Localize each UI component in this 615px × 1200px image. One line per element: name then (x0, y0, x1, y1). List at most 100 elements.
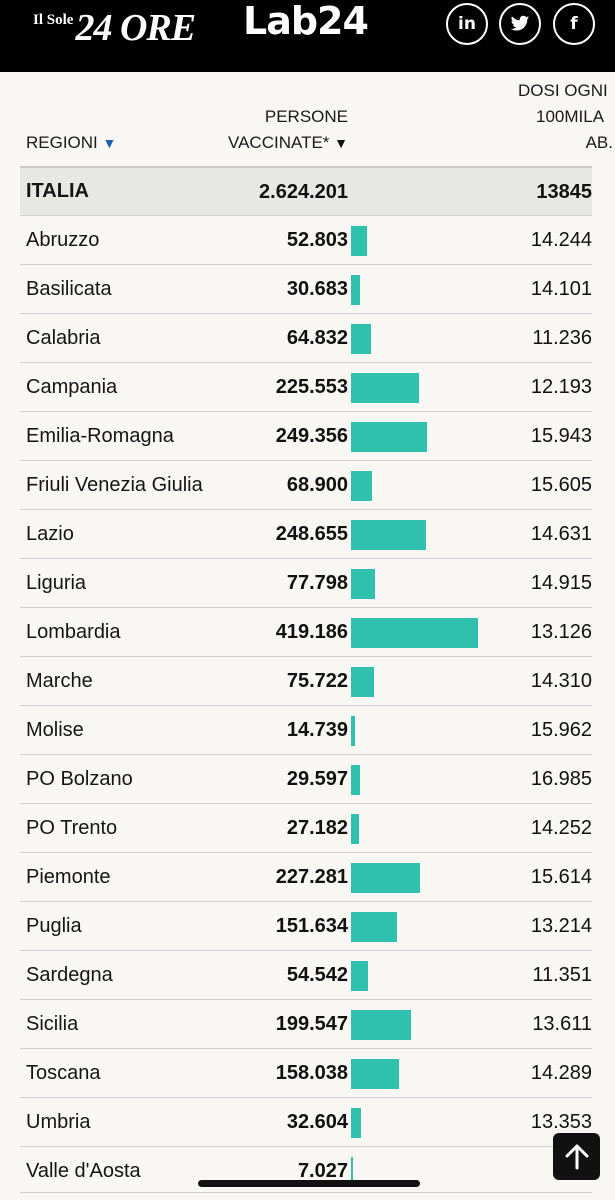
table-row: Puglia 151.634 13.214 (20, 901, 592, 950)
table-row: PO Bolzano 29.597 16.985 (20, 754, 592, 803)
vaccinati-value: 199.547 (275, 1013, 348, 1035)
table-row: Liguria 77.798 14.915 (20, 558, 592, 607)
vaccinati-bar (351, 226, 367, 256)
table-row: Lazio 248.655 14.631 (20, 509, 592, 558)
region-name: Sicilia (26, 1013, 79, 1035)
vaccinati-bar (351, 569, 375, 599)
vaccinati-bar (351, 422, 427, 452)
linkedin-icon[interactable]: in (446, 3, 488, 45)
vaccinati-bar (351, 1157, 353, 1187)
region-name: Puglia (26, 915, 82, 937)
vaccinati-bar (351, 667, 374, 697)
table-row: Marche 75.722 14.310 (20, 656, 592, 705)
vaccinati-bar (351, 618, 478, 648)
table-row: Sardegna 54.542 11.351 (20, 950, 592, 999)
column-header-regioni[interactable]: REGIONI ▼ (26, 133, 117, 152)
vaccinati-value: 249.356 (275, 425, 348, 447)
dosi-value: 15.614 (530, 866, 592, 888)
region-name: Piemonte (26, 866, 111, 888)
vaccinati-value: 64.832 (286, 327, 348, 349)
dosi-value: 14.252 (530, 817, 592, 839)
region-name: Valle d'Aosta (26, 1160, 141, 1182)
vaccinati-value: 225.553 (275, 376, 348, 398)
region-name: Marche (26, 670, 93, 692)
dosi-value: 13.126 (530, 621, 592, 643)
table-row-italia: ITALIA 2.624.201 13845 (20, 166, 592, 215)
dosi-value: 14.244 (530, 229, 592, 251)
table-bottom-divider (20, 1192, 592, 1193)
arrow-up-icon (565, 1144, 588, 1169)
dosi-value: 15.943 (530, 425, 592, 447)
region-name: Abruzzo (26, 229, 100, 251)
vaccinati-bar (351, 1059, 399, 1089)
table-row: Umbria 32.604 13.353 (20, 1097, 592, 1146)
twitter-icon[interactable] (499, 3, 541, 45)
vaccinati-bar (351, 765, 360, 795)
vaccinati-bar (351, 716, 355, 746)
table-row: Lombardia 419.186 13.126 (20, 607, 592, 656)
region-name: Lazio (26, 523, 74, 545)
column-header-dosi-line2: 100MILA (536, 107, 605, 126)
region-name: Lombardia (26, 621, 121, 643)
vaccinati-bar (351, 1108, 361, 1138)
vaccinati-value: 158.038 (275, 1062, 348, 1084)
dosi-value: 14.915 (530, 572, 592, 594)
region-name: Umbria (26, 1111, 91, 1133)
region-name: Molise (26, 719, 84, 741)
column-header-dosi-line3: AB. (585, 133, 613, 152)
table-row: Abruzzo 52.803 14.244 (20, 215, 592, 264)
column-header-dosi-line1: DOSI OGNI (518, 81, 608, 100)
vaccinati-bar (351, 863, 420, 893)
vaccinati-value: 248.655 (275, 523, 348, 545)
table-row: Emilia-Romagna 249.356 15.943 (20, 411, 592, 460)
vaccinati-bar (351, 520, 426, 550)
vaccinati-bar (351, 324, 371, 354)
vaccinati-value: 75.722 (286, 670, 348, 692)
dosi-value: 11.236 (532, 327, 592, 349)
vaccinati-value: 27.182 (286, 817, 348, 839)
region-name: PO Bolzano (26, 768, 133, 790)
dosi-value: 12.193 (530, 376, 592, 398)
region-name: Friuli Venezia Giulia (26, 474, 203, 496)
table-row: Calabria 64.832 11.236 (20, 313, 592, 362)
region-name: Calabria (26, 327, 101, 349)
home-indicator (198, 1180, 420, 1187)
table-row: Basilicata 30.683 14.101 (20, 264, 592, 313)
vaccinati-bar (351, 912, 397, 942)
region-name: ITALIA (26, 180, 89, 202)
dosi-value: 14.631 (530, 523, 592, 545)
table-row: Piemonte 227.281 15.614 (20, 852, 592, 901)
vaccinati-bar (351, 814, 359, 844)
vaccinati-value: 2.624.201 (259, 181, 348, 203)
table-row: Toscana 158.038 14.289 (20, 1048, 592, 1097)
table-row: PO Trento 27.182 14.252 (20, 803, 592, 852)
dosi-value: 14.310 (530, 670, 592, 692)
top-navigation-bar: Il Sole24 ORE Lab24 in f (0, 0, 615, 72)
dosi-value: 15.605 (530, 474, 592, 496)
sole-small-text: Il Sole (33, 12, 74, 28)
vaccinati-bar (351, 471, 372, 501)
sole24ore-logo[interactable]: Il Sole24 ORE (33, 6, 196, 50)
vaccinati-bar (351, 373, 419, 403)
dosi-value: 16.985 (530, 768, 592, 790)
column-header-persone-vaccinate[interactable]: VACCINATE* ▼ (228, 133, 348, 152)
vaccinati-value: 7.027 (297, 1160, 348, 1182)
vaccinati-value: 52.803 (286, 229, 348, 251)
scroll-to-top-button[interactable] (553, 1133, 600, 1180)
sort-active-icon: ▼ (102, 135, 117, 151)
dosi-value: 14.289 (530, 1062, 592, 1084)
region-name: Sardegna (26, 964, 113, 986)
table-row: Campania 225.553 12.193 (20, 362, 592, 411)
region-name: Emilia-Romagna (26, 425, 174, 447)
facebook-icon[interactable]: f (553, 3, 595, 45)
vaccinati-bar (351, 275, 360, 305)
vaccinati-value: 151.634 (275, 915, 348, 937)
table-row: Friuli Venezia Giulia 68.900 15.605 (20, 460, 592, 509)
vaccinati-value: 68.900 (286, 474, 348, 496)
lab24-logo[interactable]: Lab24 (243, 0, 369, 43)
region-name: Basilicata (26, 278, 112, 300)
region-name: Liguria (26, 572, 87, 594)
vaccinati-value: 54.542 (286, 964, 348, 986)
sole-big-text: 24 ORE (75, 7, 196, 49)
